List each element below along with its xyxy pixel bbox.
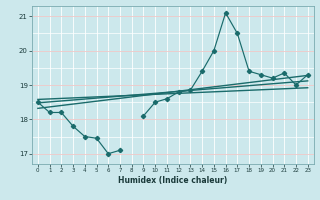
X-axis label: Humidex (Indice chaleur): Humidex (Indice chaleur): [118, 176, 228, 185]
